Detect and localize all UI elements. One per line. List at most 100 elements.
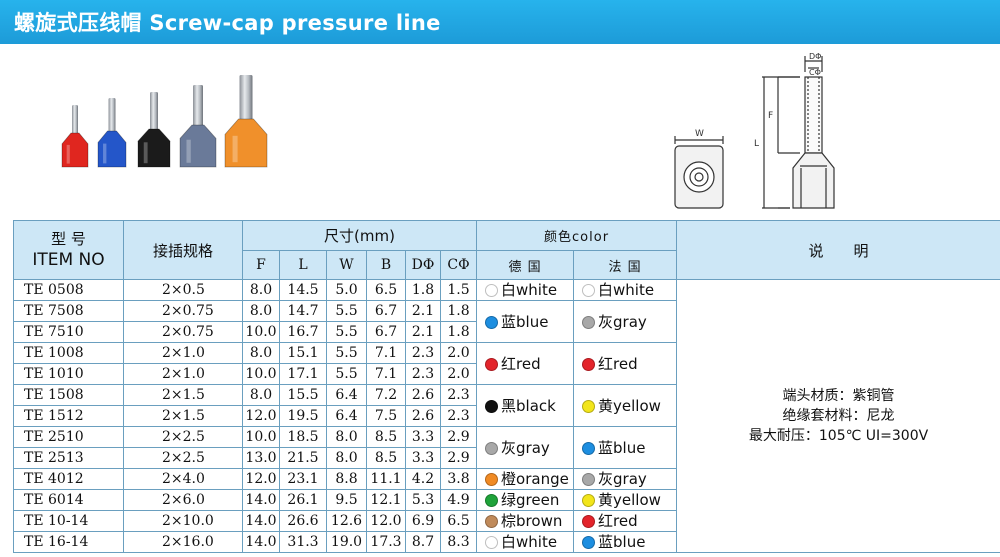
table-row: TE 2513 2×2.5 13.0 21.5 8.0 8.5 3.3 2.9: [13, 447, 1000, 469]
color-label: 蓝blue: [501, 312, 549, 331]
cell-b: 11.1: [366, 468, 406, 490]
cell-f: 14.0: [242, 510, 280, 532]
color-label: 蓝blue: [598, 533, 646, 551]
cell-f: 10.0: [242, 321, 280, 343]
cell-w: 5.5: [326, 342, 367, 364]
cell-model: TE 2510: [13, 426, 124, 448]
cell-french-color: 灰gray: [573, 468, 678, 490]
table-row: TE 10-14 2×10.0 14.0 26.6 12.6 12.0 6.9 6.5 棕bro…: [13, 510, 1000, 532]
header-f: F: [242, 250, 280, 280]
cell-german-color: 白white: [476, 531, 575, 553]
color-swatch: [485, 494, 499, 507]
cell-d: 3.3: [405, 447, 441, 469]
cell-b: 6.7: [366, 321, 406, 343]
color-label: 红red: [501, 354, 541, 373]
cell-model: TE 7508: [13, 300, 124, 322]
cell-w: 5.5: [326, 363, 367, 385]
cell-french-color: 蓝blue: [573, 426, 678, 469]
cell-german-color: 蓝blue: [476, 300, 575, 343]
table-row: TE 4012 2×4.0 12.0 23.1 8.8 11.1 4.2 3.8 橙orange…: [13, 468, 1000, 490]
cell-french-color: 蓝blue: [573, 531, 678, 553]
cell-german-color: 黑black: [476, 384, 575, 427]
d-label: DΦ: [809, 52, 821, 61]
cell-b: 6.5: [366, 279, 406, 301]
notes-cell: 端头材质：紫铜管 绝缘套材料：尼龙 最大耐压：105℃ UI=300V: [676, 279, 1000, 553]
cell-d: 2.3: [405, 363, 441, 385]
cell-l: 18.5: [279, 426, 327, 448]
cell-spec: 2×1.0: [123, 363, 243, 385]
cell-f: 12.0: [242, 468, 280, 490]
cell-l: 15.5: [279, 384, 327, 406]
color-swatch: [582, 315, 596, 329]
cell-spec: 2×0.75: [123, 300, 243, 322]
cell-c: 1.8: [439, 300, 478, 322]
technical-diagram: W DΦ CΦ F L: [674, 52, 835, 209]
cell-w: 6.4: [326, 405, 367, 427]
cell-w: 19.0: [326, 531, 367, 553]
color-label: 蓝blue: [598, 438, 646, 457]
cell-d: 1.8: [405, 279, 441, 301]
color-swatch: [485, 515, 499, 528]
table-row: TE 16-14 2×16.0 14.0 31.3 19.0 17.3 8.7 8.3 白whi…: [13, 531, 1000, 553]
w-label: W: [695, 129, 704, 139]
cell-c: 2.9: [439, 426, 478, 448]
l-label: L: [754, 139, 759, 149]
color-swatch: [485, 441, 499, 455]
cell-w: 8.8: [326, 468, 367, 490]
ferrule-2: [97, 98, 127, 168]
ferrule-1: [61, 105, 89, 168]
cell-spec: 2×2.5: [123, 447, 243, 469]
title-bar: 螺旋式压线帽 Screw-cap pressure line: [0, 0, 1000, 44]
color-label: 黄yellow: [598, 396, 661, 415]
cell-b: 7.2: [366, 384, 406, 406]
cell-french-color: 灰gray: [573, 300, 678, 343]
color-swatch: [582, 357, 596, 371]
cell-f: 12.0: [242, 405, 280, 427]
cell-model: TE 10-14: [13, 510, 124, 532]
cell-spec: 2×6.0: [123, 489, 243, 511]
header-notes: 说 明: [676, 220, 1000, 280]
color-swatch: [485, 284, 499, 297]
color-label: 黄yellow: [598, 491, 661, 509]
color-swatch: [582, 441, 596, 455]
cell-model: TE 4012: [13, 468, 124, 490]
cell-w: 12.6: [326, 510, 367, 532]
cell-l: 17.1: [279, 363, 327, 385]
cell-spec: 2×1.0: [123, 342, 243, 364]
color-swatch: [582, 515, 596, 528]
cell-german-color: 绿green: [476, 489, 575, 511]
color-label: 白white: [501, 533, 558, 551]
color-label: 橙orange: [501, 470, 569, 488]
cell-f: 14.0: [242, 531, 280, 553]
color-label: 红red: [598, 354, 638, 373]
cell-f: 8.0: [242, 384, 280, 406]
cell-french-color: 红red: [573, 510, 678, 532]
cell-b: 12.0: [366, 510, 406, 532]
cell-d: 2.3: [405, 342, 441, 364]
cell-b: 12.1: [366, 489, 406, 511]
cell-model: TE 0508: [13, 279, 124, 301]
header-w: W: [326, 250, 367, 280]
color-label: 绿green: [501, 491, 560, 509]
cell-d: 2.6: [405, 384, 441, 406]
cell-d: 2.6: [405, 405, 441, 427]
cell-w: 8.0: [326, 447, 367, 469]
color-swatch: [485, 357, 499, 371]
color-label: 黑black: [501, 396, 556, 415]
cell-l: 19.5: [279, 405, 327, 427]
cell-b: 6.7: [366, 300, 406, 322]
header-b: B: [366, 250, 406, 280]
cell-b: 7.5: [366, 405, 406, 427]
cell-c: 2.3: [439, 384, 478, 406]
cell-l: 14.5: [279, 279, 327, 301]
cell-f: 10.0: [242, 363, 280, 385]
cell-d: 5.3: [405, 489, 441, 511]
note-line: 绝缘套材料：尼龙: [782, 408, 895, 424]
cell-f: 8.0: [242, 279, 280, 301]
color-swatch: [485, 399, 499, 413]
cell-c: 8.3: [439, 531, 478, 553]
cell-c: 2.0: [439, 363, 478, 385]
cell-model: TE 1008: [13, 342, 124, 364]
color-swatch: [485, 536, 499, 549]
ferrule-3: [137, 92, 171, 168]
